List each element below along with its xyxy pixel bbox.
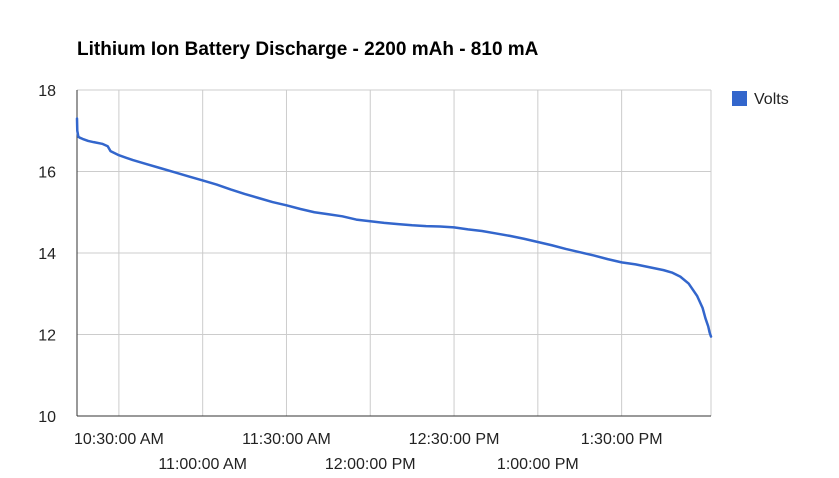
data-point	[285, 204, 287, 206]
data-point	[160, 167, 162, 169]
x-tick-label: 11:00:00 AM	[158, 456, 247, 473]
data-point	[635, 263, 637, 265]
data-point	[272, 201, 274, 203]
data-point	[313, 211, 315, 213]
data-point	[593, 254, 595, 256]
data-point	[439, 226, 441, 228]
data-point	[710, 336, 712, 338]
data-point	[244, 193, 246, 195]
data-point	[82, 138, 84, 140]
data-point	[341, 215, 343, 217]
x-tick-label: 12:30:00 PM	[409, 431, 500, 448]
data-point	[679, 276, 681, 278]
y-tick-label: 16	[38, 165, 56, 182]
data-point	[76, 118, 78, 120]
grid-lines	[77, 89, 712, 416]
data-point	[355, 219, 357, 221]
data-point	[174, 171, 176, 173]
x-tick-label: 12:00:00 PM	[325, 456, 416, 473]
data-point	[230, 188, 232, 190]
data-point	[87, 140, 89, 142]
legend-swatch-volts	[732, 91, 747, 106]
data-point	[188, 175, 190, 177]
data-point	[551, 244, 553, 246]
data-point	[146, 163, 148, 165]
data-point	[299, 208, 301, 210]
data-point	[537, 241, 539, 243]
data-point	[621, 261, 623, 263]
data-point	[607, 258, 609, 260]
data-point	[258, 197, 260, 199]
data-point	[327, 213, 329, 215]
series-line-volts	[75, 117, 713, 338]
data-point	[649, 266, 651, 268]
x-tick-label: 11:30:00 AM	[242, 431, 331, 448]
x-tick-label: 1:30:00 PM	[581, 431, 663, 448]
x-axis-tick-labels: 10:30:00 AM 11:00:00 AM 11:30:00 AM 12:00:0…	[74, 431, 663, 473]
data-point	[671, 272, 673, 274]
data-point	[110, 150, 112, 152]
data-point	[397, 223, 399, 225]
data-point	[76, 130, 78, 132]
data-point	[663, 269, 665, 271]
data-point	[383, 222, 385, 224]
x-tick-label: 10:30:00 AM	[74, 431, 164, 448]
data-point	[425, 225, 427, 227]
data-point	[118, 154, 120, 156]
chart-title: Lithium Ion Battery Discharge - 2200 mAh…	[77, 39, 539, 60]
data-point	[509, 235, 511, 237]
y-tick-label: 14	[38, 246, 56, 263]
data-point	[467, 228, 469, 230]
data-point	[369, 220, 371, 222]
y-tick-label: 18	[38, 83, 56, 100]
data-point	[202, 179, 204, 181]
data-point	[411, 224, 413, 226]
data-point	[495, 232, 497, 234]
data-point	[79, 137, 81, 139]
x-tick-label: 1:00:00 PM	[497, 456, 579, 473]
data-point	[453, 226, 455, 228]
data-point	[696, 295, 698, 297]
data-point	[704, 317, 706, 319]
series-layer	[75, 117, 713, 338]
data-point	[107, 145, 109, 147]
data-point	[579, 251, 581, 253]
data-point	[523, 238, 525, 240]
data-point	[702, 307, 704, 309]
y-axis-tick-labels: 10 12 14 16 18	[38, 83, 56, 426]
data-point	[101, 143, 103, 145]
legend[interactable]: Volts	[732, 91, 789, 108]
axes	[76, 90, 711, 417]
data-point	[132, 159, 134, 161]
data-point	[707, 325, 709, 327]
data-point	[709, 331, 711, 333]
y-tick-label: 10	[38, 409, 56, 426]
y-tick-label: 12	[38, 328, 56, 345]
data-point	[565, 248, 567, 250]
legend-label-volts: Volts	[754, 91, 789, 108]
data-point	[688, 283, 690, 285]
data-point	[481, 230, 483, 232]
data-point	[216, 184, 218, 186]
data-point	[93, 141, 95, 143]
